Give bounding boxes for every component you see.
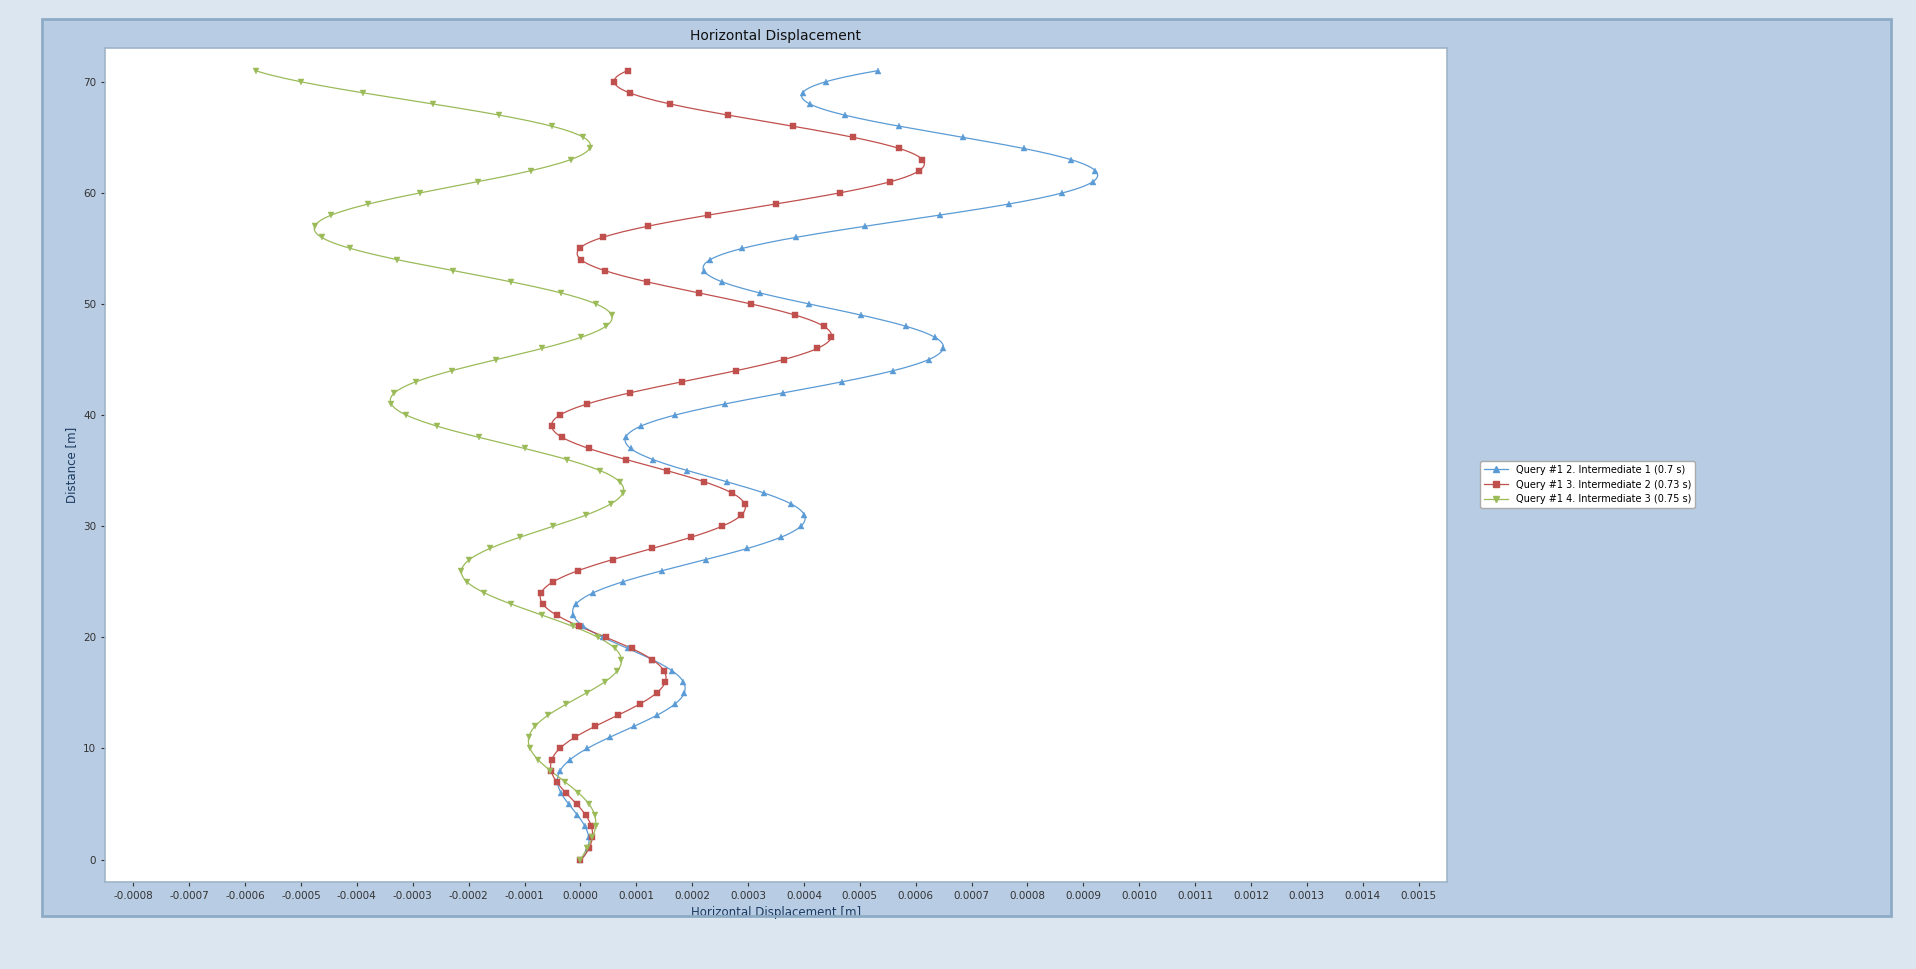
Y-axis label: Distance [m]: Distance [m] [65, 427, 79, 503]
X-axis label: Horizontal Displacement [m]: Horizontal Displacement [m] [692, 906, 860, 920]
Title: Horizontal Displacement: Horizontal Displacement [690, 29, 862, 43]
Legend: Query #1 2. Intermediate 1 (0.7 s), Query #1 3. Intermediate 2 (0.73 s), Query #: Query #1 2. Intermediate 1 (0.7 s), Quer… [1481, 460, 1696, 509]
